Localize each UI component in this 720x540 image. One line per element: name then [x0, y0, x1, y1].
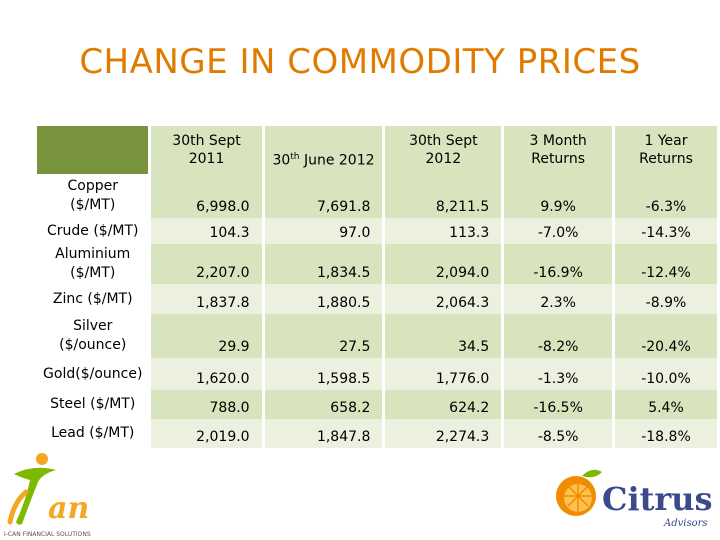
header-line2: 2012 [425, 151, 462, 167]
row-label-line1: Aluminium [55, 246, 131, 262]
table-cell: 2.3% [504, 284, 612, 314]
row-label: Silver ($/ounce) [37, 314, 149, 358]
table-cell: -16.5% [504, 390, 612, 419]
citrus-logo: Citrus Advisors [556, 469, 712, 529]
header-line2: 2011 [188, 151, 225, 167]
table-cell: -12.4% [614, 244, 717, 284]
table-cell: 1,776.0 [385, 358, 502, 390]
table-cell: 2,207.0 [151, 244, 262, 284]
table-cell: -8.2% [504, 314, 612, 358]
table-cell: 788.0 [151, 390, 262, 419]
row-label: Aluminium ($/MT) [37, 244, 149, 284]
table-cell: -14.3% [614, 218, 717, 244]
table-row: Zinc ($/MT) 1,837.8 1,880.5 2,064.3 2.3% -8.9… [37, 284, 717, 314]
table-cell: -10.0% [614, 358, 717, 390]
logo-name: Citrus [602, 480, 712, 518]
table-cell: 97.0 [264, 218, 383, 244]
header-june-2012: 30th June 2012 [264, 126, 383, 174]
table-cell: 1,834.5 [264, 244, 383, 284]
table-cell: -16.9% [504, 244, 612, 284]
table-cell: -20.4% [614, 314, 717, 358]
table-cell: 1,837.8 [151, 284, 262, 314]
header-line2: Returns [531, 151, 585, 167]
row-label-line2: ($/ounce) [59, 337, 127, 353]
header-prefix: 30 [272, 153, 291, 169]
row-label-line1: Silver [73, 318, 113, 334]
table-cell: 1,620.0 [151, 358, 262, 390]
table-cell: -7.0% [504, 218, 612, 244]
table-row: Gold($/ounce) 1,620.0 1,598.5 1,776.0 -1.3% -… [37, 358, 717, 390]
table-cell: -8.9% [614, 284, 717, 314]
table-cell: -18.8% [614, 419, 717, 448]
header-line2: Returns [639, 151, 693, 167]
table-cell: 1,880.5 [264, 284, 383, 314]
row-label: Zinc ($/MT) [37, 284, 149, 314]
header-line1: 30th Sept [172, 133, 241, 149]
row-label-line1: Gold($/ounce) [43, 365, 143, 382]
header-line1: 1 Year [644, 133, 688, 149]
ican-logo: an I-CAN FINANCIAL SOLUTIONS [4, 453, 91, 538]
commodity-price-table: 30th Sept 2011 30th June 2012 30th Sept … [34, 126, 720, 448]
table-cell: -6.3% [614, 174, 717, 218]
table-cell: 29.9 [151, 314, 262, 358]
row-label-line1: Lead ($/MT) [51, 425, 135, 441]
row-label-line1: Crude ($/MT) [46, 222, 139, 239]
header-sup: th [290, 152, 300, 163]
header-corner-cell [37, 126, 149, 174]
table-cell: 1,598.5 [264, 358, 383, 390]
header-line1: 3 Month [529, 133, 587, 149]
header-1-year-returns: 1 Year Returns [614, 126, 717, 174]
table-cell: 113.3 [385, 218, 502, 244]
table-cell: 104.3 [151, 218, 262, 244]
table-row: Aluminium ($/MT) 2,207.0 1,834.5 2,094.0 -16.… [37, 244, 717, 284]
row-label: Lead ($/MT) [37, 419, 149, 448]
table-row: Steel ($/MT) 788.0 658.2 624.2 -16.5% 5.4% [37, 390, 717, 419]
table-cell: 8,211.5 [385, 174, 502, 218]
logo-swoosh-icon [7, 489, 29, 525]
table-cell: 1,847.8 [264, 419, 383, 448]
table-cell: -8.5% [504, 419, 612, 448]
table-cell: -1.3% [504, 358, 612, 390]
table-cell: 2,274.3 [385, 419, 502, 448]
header-sept-2012: 30th Sept 2012 [385, 126, 502, 174]
header-sept-2011: 30th Sept 2011 [151, 126, 262, 174]
table-row: Copper ($/MT) 6,998.0 7,691.8 8,211.5 9.9% -6.… [37, 174, 717, 218]
table-cell: 6,998.0 [151, 174, 262, 218]
table-cell: 2,064.3 [385, 284, 502, 314]
table-cell: 5.4% [614, 390, 717, 419]
header-line1: 30th Sept [409, 133, 478, 149]
logo-tagline: I-CAN FINANCIAL SOLUTIONS [4, 531, 91, 538]
slide-title: CHANGE IN COMMODITY PRICES [79, 42, 641, 82]
row-label-line1: Steel ($/MT) [50, 396, 136, 412]
logo-head-icon [36, 453, 48, 465]
row-label: Crude ($/MT) [37, 218, 149, 244]
table-cell: 34.5 [385, 314, 502, 358]
logo-leaf-icon [582, 469, 602, 478]
row-label-line2: ($/MT) [70, 265, 116, 281]
table-row: Lead ($/MT) 2,019.0 1,847.8 2,274.3 -8.5% -18… [37, 419, 717, 448]
row-label: Gold($/ounce) [37, 358, 149, 390]
row-label: Copper ($/MT) [37, 174, 149, 218]
logo-figure-icon [14, 467, 56, 525]
table-body: Copper ($/MT) 6,998.0 7,691.8 8,211.5 9.9% -6.… [37, 174, 717, 448]
svg-text:an: an [48, 491, 89, 526]
row-label-line1: Zinc ($/MT) [52, 290, 133, 307]
row-label-line2: ($/MT) [70, 197, 116, 213]
row-label-line1: Copper [67, 178, 118, 194]
table-cell: 9.9% [504, 174, 612, 218]
table-cell: 7,691.8 [264, 174, 383, 218]
logo-subtitle: Advisors [663, 518, 708, 529]
table-cell: 27.5 [264, 314, 383, 358]
table-cell: 2,094.0 [385, 244, 502, 284]
table-row: Silver ($/ounce) 29.9 27.5 34.5 -8.2% -20.4% [37, 314, 717, 358]
row-label: Steel ($/MT) [37, 390, 149, 419]
header-suffix: June 2012 [299, 153, 375, 169]
table-cell: 658.2 [264, 390, 383, 419]
header-3-month-returns: 3 Month Returns [504, 126, 612, 174]
table-cell: 2,019.0 [151, 419, 262, 448]
table-cell: 624.2 [385, 390, 502, 419]
table-header-row: 30th Sept 2011 30th June 2012 30th Sept … [37, 126, 717, 174]
table-row: Crude ($/MT) 104.3 97.0 113.3 -7.0% -14.3% [37, 218, 717, 244]
